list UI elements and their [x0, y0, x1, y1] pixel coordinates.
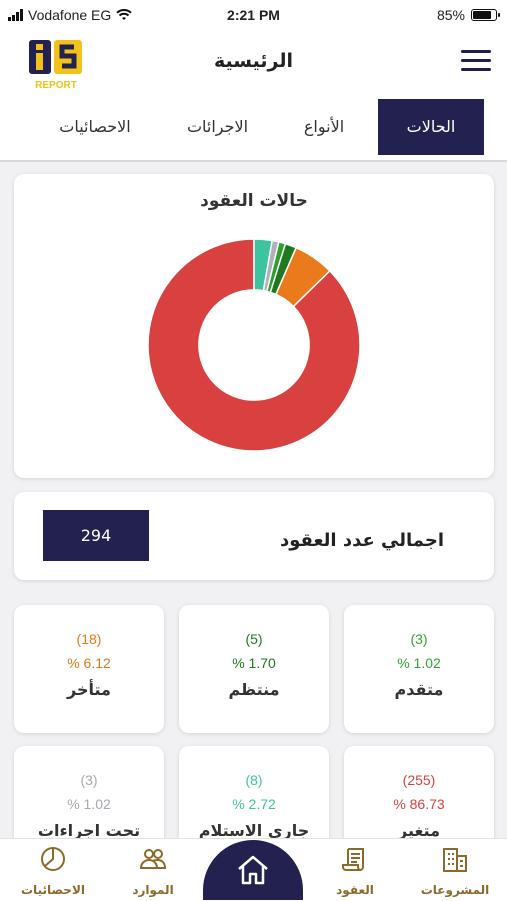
battery-percent: 85% — [436, 7, 465, 23]
menu-button[interactable] — [461, 50, 491, 72]
pie-chart-icon — [41, 847, 65, 871]
stat-card-advanced[interactable]: (3) % 1.02 متقدم — [344, 605, 494, 733]
menu-icon-line — [461, 59, 491, 62]
nav-label: العقود — [336, 883, 374, 897]
status-right: 85% — [436, 7, 500, 23]
tab-statistics[interactable]: الاحصائيات — [59, 117, 131, 136]
nav-label: الاحصائيات — [21, 883, 85, 897]
contracts-donut-chart — [147, 238, 361, 452]
signal-icon — [8, 9, 23, 21]
buildings-icon — [443, 848, 467, 872]
tab-bar: الحالات الأنواع الاجرائات الاحصائيات — [0, 95, 507, 162]
scroll-icon — [342, 848, 364, 871]
battery-icon — [471, 9, 500, 21]
wifi-icon — [116, 9, 132, 20]
stat-percent: % 1.02 — [67, 796, 111, 812]
is-report-logo: REPORT — [29, 40, 82, 90]
stat-label: جاري الاستلام — [198, 821, 310, 840]
stat-percent: % 6.12 — [67, 655, 111, 671]
menu-icon-line — [461, 50, 491, 53]
stat-count: (18) — [76, 631, 102, 647]
stat-count: (255) — [402, 772, 436, 788]
tab-procedures[interactable]: الاجرائات — [186, 117, 249, 136]
menu-icon-line — [461, 68, 491, 71]
carrier-name: Vodafone EG — [28, 7, 112, 23]
stat-card-delayed[interactable]: (18) % 6.12 متأخر — [14, 605, 164, 733]
stat-card-withdrawal[interactable]: (3) % 1.02 تحت اجراءات السحب — [14, 746, 164, 874]
stat-count: (8) — [245, 772, 263, 788]
nav-resources[interactable]: الموارد — [108, 839, 198, 901]
chart-title: حالات العقود — [200, 191, 308, 211]
page-title: الرئيسية — [214, 50, 293, 72]
contracts-status-card: حالات العقود — [14, 174, 494, 478]
stat-percent: % 2.72 — [232, 796, 276, 812]
stat-label: متقدم — [394, 680, 444, 699]
donut-slice[interactable] — [274, 246, 331, 308]
nav-statistics[interactable]: الاحصائيات — [8, 839, 98, 901]
stat-percent: % 1.02 — [397, 655, 441, 671]
home-icon — [238, 855, 268, 885]
nav-label: الموارد — [132, 883, 174, 897]
stat-count: (5) — [245, 631, 263, 647]
nav-label: المشروعات — [420, 883, 490, 897]
stat-count: (3) — [80, 772, 98, 788]
stat-label: منتظم — [228, 680, 280, 699]
app-header: REPORT الرئيسية — [0, 30, 507, 95]
total-contracts-card: اجمالي عدد العقود 294 — [14, 492, 494, 580]
logo-text: REPORT — [35, 80, 77, 90]
total-label: اجمالي عدد العقود — [280, 530, 444, 551]
stat-card-regular[interactable]: (5) % 1.70 منتظم — [179, 605, 329, 733]
donut-slice[interactable] — [147, 238, 361, 452]
status-bar: Vodafone EG 2:21 PM 85% — [0, 0, 507, 30]
tab-types[interactable]: الأنواع — [303, 117, 345, 136]
status-left: Vodafone EG — [8, 7, 132, 23]
tab-cases[interactable]: الحالات — [378, 99, 484, 155]
status-time: 2:21 PM — [227, 7, 280, 23]
stat-label: متغير — [398, 821, 440, 840]
nav-contracts[interactable]: العقود — [310, 839, 400, 901]
stat-count: (3) — [410, 631, 428, 647]
users-icon — [139, 849, 167, 869]
stat-percent: % 86.73 — [393, 796, 445, 812]
nav-projects[interactable]: المشروعات — [410, 839, 500, 901]
stat-label: متأخر — [67, 680, 111, 699]
stat-percent: % 1.70 — [232, 655, 276, 671]
total-value: 294 — [43, 510, 149, 561]
